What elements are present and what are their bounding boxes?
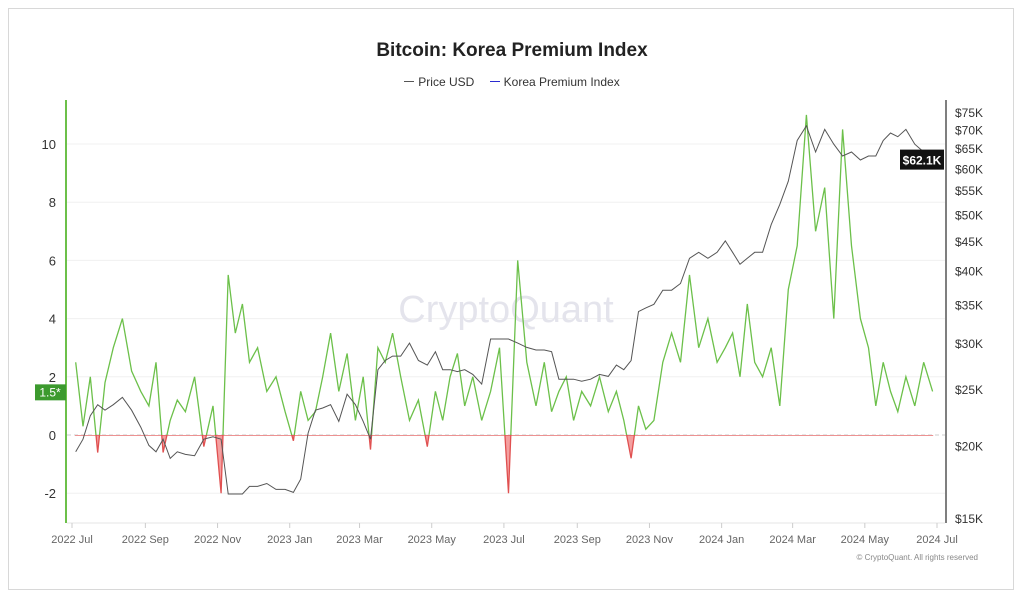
- x-tick-label: 2023 Sep: [554, 534, 601, 546]
- x-tick-label: 2022 Sep: [122, 534, 169, 546]
- x-tick-label: 2023 May: [408, 534, 457, 546]
- y-right-tick-label: $45K: [955, 235, 983, 249]
- legend-item-price[interactable]: Price USD: [404, 75, 474, 89]
- y-right-tick-label: $75K: [955, 106, 983, 120]
- y-left-tick-label: -2: [44, 486, 56, 501]
- y-left-tick-label: 0: [49, 428, 56, 443]
- y-left-tick-label: 4: [49, 312, 56, 327]
- y-right-tick-label: $35K: [955, 298, 983, 312]
- x-tick-label: 2022 Nov: [194, 534, 242, 546]
- legend-item-premium[interactable]: Korea Premium Index: [489, 74, 620, 89]
- legend: Price USD Korea Premium Index: [0, 71, 1024, 89]
- price-line: [75, 124, 933, 495]
- copyright: © CryptoQuant. All rights reserved: [857, 553, 979, 562]
- current-price-label: $62.1K: [903, 154, 942, 168]
- y-left-tick-label: 2: [49, 370, 56, 385]
- premium-line-positive: [75, 114, 934, 435]
- x-tick-label: 2024 May: [841, 534, 890, 546]
- y-left-tick-label: 8: [49, 195, 56, 210]
- watermark: CryptoQuant: [398, 289, 614, 331]
- chart-card: [8, 8, 1014, 590]
- y-right-tick-label: $70K: [955, 123, 983, 137]
- legend-swatch-premium: [489, 81, 500, 82]
- y-right-tick-label: $15K: [955, 512, 983, 526]
- legend-label-price: Price USD: [418, 74, 475, 89]
- chart-title: Bitcoin: Korea Premium Index: [376, 40, 648, 61]
- y-right-tick-label: $30K: [955, 337, 983, 351]
- y-right-tick-label: $25K: [955, 383, 983, 397]
- x-tick-label: 2023 Mar: [336, 534, 383, 546]
- x-tick-label: 2024 Jul: [916, 534, 958, 546]
- y-right-tick-label: $50K: [955, 208, 983, 222]
- current-price-badge: [900, 149, 944, 170]
- x-tick-label: 2022 Jul: [51, 534, 93, 546]
- y-left-tick-label: 10: [42, 137, 56, 152]
- y-right-tick-label: $55K: [955, 184, 983, 198]
- x-tick-label: 2023 Jul: [483, 534, 525, 546]
- x-tick-label: 2023 Nov: [626, 534, 674, 546]
- x-tick-label: 2024 Jan: [699, 534, 744, 546]
- x-tick-label: 2023 Jan: [267, 534, 312, 546]
- legend-label-premium: Korea Premium Index: [503, 74, 620, 89]
- y-right-tick-label: $65K: [955, 142, 983, 156]
- legend-swatch-price: [404, 81, 415, 82]
- y-right-tick-label: $60K: [955, 162, 983, 176]
- current-premium-badge: [35, 384, 66, 401]
- x-tick-label: 2024 Mar: [769, 534, 816, 546]
- current-premium-label: 1.5*: [39, 385, 61, 399]
- y-right-tick-label: $40K: [955, 265, 983, 279]
- y-right-tick-label: $20K: [955, 439, 983, 453]
- y-left-tick-label: 6: [49, 253, 56, 268]
